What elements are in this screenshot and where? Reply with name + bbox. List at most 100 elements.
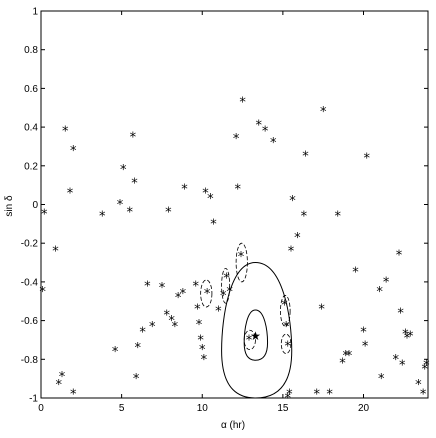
data-point: *: [131, 177, 138, 192]
data-point: *: [41, 208, 48, 223]
data-point: *: [133, 372, 140, 387]
y-tick-label: 0: [32, 200, 38, 211]
data-point: *: [135, 341, 142, 356]
data-point: *: [339, 357, 346, 372]
data-point: *: [139, 326, 146, 341]
data-point: *: [130, 130, 137, 145]
data-point: *: [294, 231, 301, 246]
contour-solid-2: [221, 262, 293, 399]
data-point: *: [193, 279, 200, 294]
data-point: *: [233, 132, 240, 147]
data-point: *: [352, 266, 359, 281]
data-point: *: [126, 206, 133, 221]
data-point: *: [415, 378, 422, 393]
data-point: *: [117, 198, 124, 213]
data-point: *: [112, 345, 119, 360]
data-point: *: [62, 124, 69, 139]
data-point: *: [215, 304, 222, 319]
data-point: *: [52, 244, 59, 259]
data-point: *: [397, 306, 404, 321]
data-point: *: [180, 287, 187, 302]
y-tick-label: -0.6: [21, 316, 39, 327]
data-point: *: [220, 289, 227, 304]
data-point: *: [59, 370, 66, 385]
x-tick-label: 20: [358, 403, 370, 414]
data-point: *: [376, 285, 383, 300]
data-point: *: [159, 281, 166, 296]
data-point: *: [334, 210, 341, 225]
data-point: *: [55, 378, 62, 393]
contour-dashed-1: [243, 329, 256, 351]
data-point: *: [168, 314, 175, 329]
data-point: *: [420, 388, 427, 403]
data-point: *: [197, 333, 204, 348]
contour-dashed-5: [280, 295, 291, 327]
x-tick-label: 0: [38, 403, 44, 414]
data-point: *: [175, 291, 182, 306]
contour-dashed-3: [221, 267, 231, 304]
x-axis-label: α (hr): [221, 420, 245, 431]
data-point: *: [320, 105, 327, 120]
data-point: *: [404, 332, 411, 347]
data-point: *: [281, 299, 288, 314]
data-point: *: [423, 359, 430, 374]
data-point: *: [223, 272, 230, 287]
data-point: *: [326, 388, 333, 403]
data-point: *: [234, 183, 241, 198]
data-point: *: [270, 136, 277, 151]
x-tick-label: 10: [197, 403, 209, 414]
data-point: *: [396, 248, 403, 263]
contour-layer: [200, 242, 293, 399]
x-tick-label: 5: [119, 403, 125, 414]
data-point: *: [144, 279, 151, 294]
data-point: *: [393, 353, 400, 368]
data-point: *: [164, 308, 171, 323]
data-point: *: [346, 349, 353, 364]
data-point: *: [99, 210, 106, 225]
y-tick-label: 1: [32, 7, 38, 18]
data-point: *: [284, 392, 291, 407]
data-point: *: [360, 326, 367, 341]
plot-area: [40, 10, 429, 399]
data-point: *: [343, 349, 350, 364]
data-point: *: [286, 388, 293, 403]
y-tick-label: 0.8: [24, 45, 38, 56]
y-tick-label: -0.8: [21, 355, 39, 366]
contour-dashed-4: [235, 242, 248, 283]
data-point: *: [226, 285, 233, 300]
data-point: *: [255, 119, 262, 134]
best-fit-star: ★: [250, 329, 261, 343]
data-point: *: [201, 353, 208, 368]
data-point: *: [383, 275, 390, 290]
data-points: ****************************************…: [39, 95, 430, 406]
data-point: *: [288, 244, 295, 259]
data-point: *: [422, 362, 429, 377]
data-point: *: [399, 359, 406, 374]
data-point: *: [70, 144, 77, 159]
data-point: *: [262, 124, 269, 139]
contour-solid-1: [243, 309, 269, 361]
data-point: *: [407, 330, 414, 345]
data-point: *: [363, 152, 370, 167]
data-point: *: [313, 388, 320, 403]
data-point: *: [246, 333, 253, 348]
plot-frame: [40, 10, 429, 399]
data-point: *: [199, 343, 206, 358]
data-point: *: [362, 339, 369, 354]
data-point: *: [149, 320, 156, 335]
contour-dashed-2: [200, 279, 213, 308]
y-axis-label: sin δ: [4, 195, 15, 217]
y-tick-label: 0.2: [24, 161, 38, 172]
data-point: *: [70, 388, 77, 403]
data-point: *: [318, 302, 325, 317]
data-point: *: [210, 217, 217, 232]
data-point: *: [239, 95, 246, 110]
data-point: *: [283, 320, 290, 335]
data-point: *: [181, 183, 188, 198]
data-point: *: [165, 206, 172, 221]
data-point: *: [202, 186, 209, 201]
data-point: *: [67, 186, 74, 201]
data-point: *: [194, 302, 201, 317]
contour-dashed-6: [280, 333, 292, 354]
data-point: *: [302, 150, 309, 165]
